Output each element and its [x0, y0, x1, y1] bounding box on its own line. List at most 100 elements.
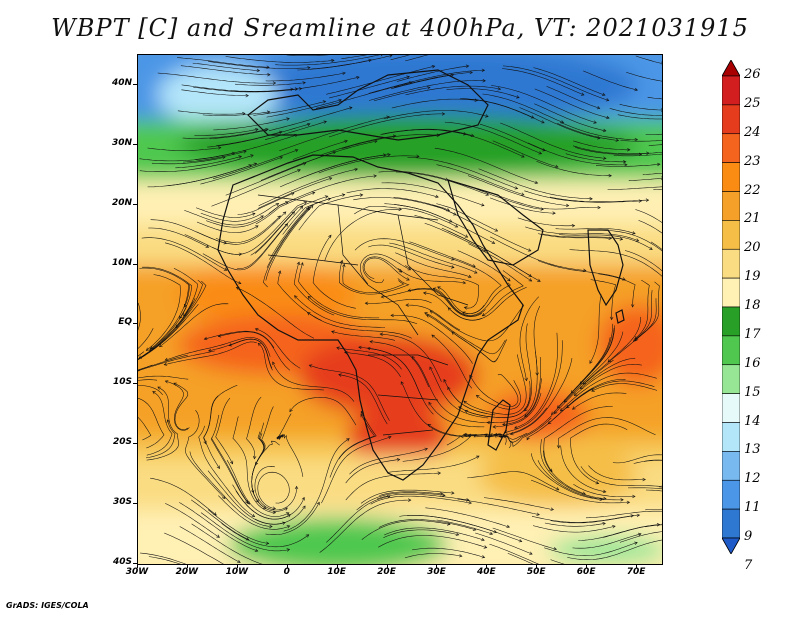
streamline-arrow: [307, 66, 311, 70]
streamline: [585, 510, 662, 519]
streamline-arrow: [463, 306, 468, 310]
streamline: [165, 242, 241, 284]
streamline-arrow: [272, 81, 277, 85]
streamline-arrow: [407, 288, 412, 292]
streamline: [229, 338, 273, 371]
streamline: [138, 364, 153, 371]
streamline: [202, 223, 288, 271]
streamline-arrow: [527, 248, 532, 252]
streamline-arrow: [462, 280, 467, 285]
streamline: [237, 206, 304, 269]
streamline-arrow: [482, 79, 486, 83]
streamline: [173, 382, 189, 430]
streamline: [321, 436, 392, 504]
streamline: [560, 372, 657, 412]
streamline-arrow: [481, 537, 485, 542]
streamline: [381, 288, 483, 317]
streamline: [200, 512, 290, 552]
streamline: [573, 140, 630, 151]
grads-credit: GrADS: IGES/COLA: [6, 601, 89, 610]
colorbar-label: 9: [744, 529, 753, 544]
streamline-arrow: [269, 524, 273, 529]
streamline-arrow: [424, 312, 428, 316]
streamline-arrow: [379, 332, 384, 336]
streamline-arrow: [634, 137, 639, 142]
streamline-arrow: [368, 58, 372, 63]
streamline: [200, 203, 279, 222]
streamline-arrow: [266, 65, 270, 69]
streamline-arrow: [237, 281, 242, 285]
streamline-arrow: [632, 231, 636, 235]
streamline: [218, 331, 291, 371]
streamline-arrow: [257, 342, 262, 347]
streamline: [311, 59, 372, 70]
streamline: [483, 497, 554, 510]
streamline: [620, 140, 662, 142]
streamline: [598, 273, 636, 308]
streamline: [236, 287, 315, 339]
streamline-arrow: [307, 295, 312, 300]
streamline: [185, 410, 226, 499]
colorbar-cell: [722, 220, 740, 250]
streamline-arrow: [451, 491, 455, 495]
streamline-arrow: [238, 252, 243, 256]
streamline-arrow: [183, 303, 188, 308]
streamline-arrow: [359, 193, 364, 197]
streamline: [554, 359, 614, 414]
streamline: [467, 471, 559, 491]
streamline-arrow: [323, 120, 328, 124]
streamline-arrow: [601, 92, 606, 96]
streamline-arrow: [380, 55, 383, 57]
colorbar-label: 26: [744, 67, 761, 82]
streamline: [377, 493, 470, 501]
streamline: [412, 547, 485, 558]
streamline: [378, 171, 449, 181]
streamline-arrow: [374, 139, 378, 144]
streamline: [570, 423, 628, 484]
streamline-arrow: [150, 345, 154, 350]
streamline-arrow: [324, 195, 329, 199]
streamline-arrow: [620, 498, 624, 502]
streamline: [607, 186, 662, 190]
streamline: [312, 235, 356, 309]
streamline-arrow: [633, 338, 637, 342]
streamline: [208, 61, 311, 69]
streamline-arrow: [238, 155, 243, 159]
lon-tick: [236, 564, 238, 568]
streamline-arrow: [469, 70, 473, 75]
streamline: [394, 204, 453, 223]
streamline: [183, 150, 247, 163]
streamline-arrow: [310, 204, 314, 209]
streamline-arrow: [607, 358, 612, 363]
streamline-arrow: [442, 493, 446, 497]
streamline: [429, 366, 489, 419]
streamline-arrow: [602, 522, 606, 526]
streamline: [370, 495, 472, 505]
streamline: [342, 264, 405, 293]
streamline-arrow: [636, 513, 641, 518]
streamline: [532, 525, 616, 533]
streamline-arrow: [407, 267, 412, 271]
streamline: [395, 171, 489, 196]
streamline: [428, 424, 512, 449]
streamline-arrow: [435, 194, 439, 199]
streamline-arrow: [521, 154, 525, 158]
streamline-arrow: [431, 334, 435, 338]
streamline-arrow: [294, 149, 299, 153]
streamline-arrow: [157, 386, 161, 390]
streamline: [207, 123, 311, 148]
streamline-arrow: [322, 100, 327, 104]
streamline-arrow: [328, 177, 333, 181]
streamline: [441, 227, 541, 282]
streamline: [180, 65, 271, 75]
streamline: [336, 347, 402, 370]
streamline-arrow: [455, 532, 460, 536]
streamline-arrow: [255, 225, 259, 229]
streamline-arrow: [559, 408, 564, 412]
colorbar-bottom-arrow: [722, 537, 740, 554]
streamline-arrow: [473, 270, 478, 274]
colorbar-top-arrow: [722, 60, 740, 77]
streamline-arrow: [216, 534, 220, 538]
streamline: [358, 346, 424, 400]
streamline-arrow: [386, 115, 390, 119]
